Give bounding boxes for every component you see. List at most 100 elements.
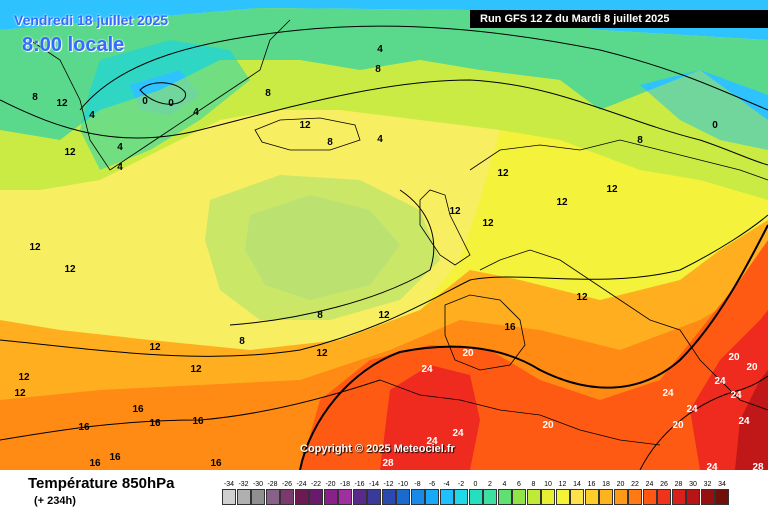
legend-label: -28 <box>267 481 278 488</box>
legend-color-cell <box>584 489 599 505</box>
map-zone-darkred-iberia <box>380 365 480 470</box>
isotherm-label: 20 <box>462 348 474 359</box>
legend-label: -16 <box>354 481 365 488</box>
legend-color-cell <box>338 489 352 505</box>
isotherm-label: 12 <box>556 197 568 208</box>
isotherm-0 <box>139 82 186 105</box>
isotherm-8-atlantic <box>229 189 435 326</box>
isotherm-label: 16 <box>504 322 516 333</box>
legend-label: 24 <box>645 481 654 488</box>
legend-color-cell <box>294 489 309 505</box>
legend-label: 12 <box>558 481 567 488</box>
legend-color-cell <box>613 489 628 505</box>
legend-color-cell <box>352 489 367 505</box>
legend-color-cell <box>265 489 280 505</box>
legend-color-cell <box>396 489 410 505</box>
coastline-greenland <box>29 19 291 171</box>
isotherm-label: 4 <box>377 44 383 55</box>
isotherm-label: 12 <box>29 242 41 253</box>
isotherm-label: 24 <box>714 376 726 387</box>
map-zone-lightyellow-west <box>0 110 500 350</box>
legend-color-cell <box>236 489 251 505</box>
isotherm-label: 24 <box>662 388 674 399</box>
legend-color-cell <box>497 489 512 505</box>
isotherm-label: 12 <box>576 292 588 303</box>
isotherm-20 <box>299 224 768 470</box>
legend-label: 18 <box>602 481 610 488</box>
isotherm-4 <box>79 25 768 111</box>
forecast-date: Vendredi 18 juillet 2025 <box>14 12 169 28</box>
isotherm-label: 24 <box>738 416 750 427</box>
map-zone-lightgreen-north <box>0 60 768 200</box>
legend-color-cell <box>222 489 236 505</box>
legend-color-cell <box>280 489 294 505</box>
isotherm-label: 12 <box>18 372 30 383</box>
isotherm-label: 12 <box>149 342 161 353</box>
forecast-time: 8:00 locale <box>22 34 125 56</box>
isotherm-label: 4 <box>377 134 383 145</box>
legend-label: 32 <box>703 481 712 488</box>
legend-label: -8 <box>414 481 421 488</box>
legend-label: -12 <box>383 481 394 488</box>
legend-label: -22 <box>310 481 322 488</box>
legend-label: 34 <box>718 481 726 488</box>
legend-color-cell <box>599 489 613 505</box>
legend-color-cell <box>439 489 454 505</box>
legend-label: 6 <box>517 481 521 488</box>
isotherm-label: 0 <box>142 96 148 107</box>
legend-color-cell <box>410 489 425 505</box>
isotherm-label: 12 <box>64 264 76 275</box>
legend-label: 30 <box>689 481 697 488</box>
legend-color-cell <box>715 489 729 505</box>
isotherm-label: 4 <box>89 110 95 121</box>
legend-label: -34 <box>223 481 235 488</box>
isotherm-label: 16 <box>109 452 121 463</box>
isotherm-label: 16 <box>210 458 222 469</box>
isotherm-label: 28 <box>382 458 394 469</box>
isotherm-label: 12 <box>449 206 461 217</box>
temperature-map: 0 0 0 4 4 4 4 4 4 8 8 8 8 8 8 8 12 12 12 12 12 12 12 12 12 12 12 12… <box>0 0 768 470</box>
legend-color-cell <box>512 489 526 505</box>
isotherm-label: 8 <box>239 336 245 347</box>
isotherm-label: 16 <box>149 418 161 429</box>
isotherm-label: 12 <box>316 348 328 359</box>
coastline-iceland <box>254 117 361 151</box>
legend-label: -26 <box>281 481 293 488</box>
coastline-europe <box>469 139 768 411</box>
isotherm-label: 24 <box>686 404 698 415</box>
legend-color-cell <box>541 489 555 505</box>
isotherm-label: 12 <box>378 310 390 321</box>
isotherm-label: 0 <box>712 120 718 131</box>
isotherm-label: 8 <box>317 310 323 321</box>
isotherm-label: 24 <box>730 390 742 401</box>
legend-color-cell <box>628 489 642 505</box>
isotherm-label: 28 <box>752 462 764 470</box>
legend-label: -30 <box>252 481 264 488</box>
legend-label: -20 <box>325 481 336 488</box>
run-info-banner: Run GFS 12 Z du Mardi 8 juillet 2025 <box>470 10 768 28</box>
legend-label: -24 <box>296 481 307 488</box>
legend-color-cell <box>323 489 338 505</box>
isotherm-label: 12 <box>482 218 494 229</box>
isotherm-label: 20 <box>672 420 684 431</box>
legend-label: 8 <box>531 481 536 488</box>
legend-color-cell <box>642 489 657 505</box>
legend-color-cell <box>700 489 715 505</box>
legend-label: 16 <box>587 481 596 488</box>
coastline-north-africa <box>379 379 661 446</box>
copyright-notice: Copyright © 2025 Meteociel.fr <box>300 443 455 455</box>
legend-color-cell <box>526 489 541 505</box>
isotherm-label: 16 <box>78 422 90 433</box>
isotherm-label: 8 <box>637 135 643 146</box>
isotherm-label: 16 <box>192 416 204 427</box>
isotherm-label: 0 <box>168 98 174 109</box>
isotherm-8-north <box>0 79 768 166</box>
isotherm-label: 16 <box>132 404 144 415</box>
legend-color-cell <box>381 489 396 505</box>
legend-color-cell <box>671 489 686 505</box>
isotherm-12 <box>0 214 768 357</box>
legend-color-cell <box>657 489 671 505</box>
isotherm-label: 12 <box>299 120 311 131</box>
isotherm-label: 4 <box>193 107 199 118</box>
